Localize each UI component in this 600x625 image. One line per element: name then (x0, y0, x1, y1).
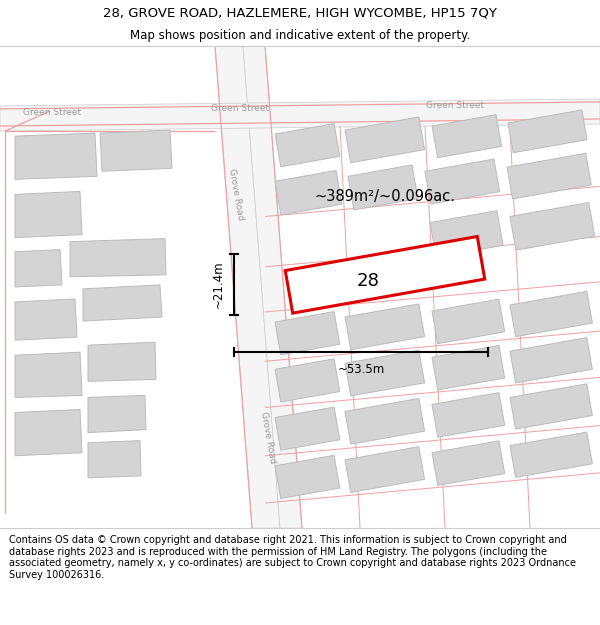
Polygon shape (88, 342, 156, 381)
Text: Grove Road: Grove Road (259, 411, 277, 464)
Polygon shape (510, 384, 592, 429)
Text: Contains OS data © Crown copyright and database right 2021. This information is : Contains OS data © Crown copyright and d… (9, 535, 576, 580)
Polygon shape (432, 115, 502, 158)
Polygon shape (70, 239, 166, 277)
Polygon shape (432, 441, 505, 486)
Polygon shape (345, 447, 425, 493)
Polygon shape (15, 409, 82, 456)
Text: Grove Road: Grove Road (227, 168, 245, 221)
Polygon shape (0, 99, 600, 131)
Text: Green Street: Green Street (211, 104, 269, 114)
Text: ~53.5m: ~53.5m (337, 362, 385, 376)
Polygon shape (348, 165, 418, 210)
Text: Green Street: Green Street (426, 101, 484, 111)
Polygon shape (275, 407, 340, 450)
Polygon shape (510, 432, 592, 478)
Polygon shape (275, 456, 340, 499)
Polygon shape (83, 285, 162, 321)
Polygon shape (510, 291, 592, 337)
Polygon shape (15, 191, 82, 238)
Polygon shape (275, 124, 340, 167)
Polygon shape (430, 211, 503, 258)
Polygon shape (345, 398, 425, 444)
Polygon shape (275, 359, 340, 402)
Polygon shape (510, 202, 595, 250)
Text: ~21.4m: ~21.4m (212, 261, 224, 308)
Text: Green Street: Green Street (23, 109, 81, 118)
Polygon shape (243, 46, 302, 528)
Polygon shape (15, 249, 62, 287)
Polygon shape (432, 299, 505, 344)
Polygon shape (432, 346, 505, 390)
Polygon shape (507, 153, 592, 199)
Polygon shape (285, 236, 485, 313)
Polygon shape (275, 171, 342, 215)
Polygon shape (88, 396, 146, 432)
Polygon shape (425, 159, 500, 204)
Polygon shape (345, 117, 425, 162)
Polygon shape (432, 392, 505, 437)
Text: 28, GROVE ROAD, HAZLEMERE, HIGH WYCOMBE, HP15 7QY: 28, GROVE ROAD, HAZLEMERE, HIGH WYCOMBE,… (103, 6, 497, 19)
Polygon shape (345, 304, 425, 350)
Polygon shape (15, 299, 77, 340)
Polygon shape (345, 350, 425, 396)
Polygon shape (215, 46, 280, 528)
Polygon shape (508, 110, 587, 152)
Polygon shape (275, 312, 340, 355)
Polygon shape (15, 133, 97, 179)
Text: Map shows position and indicative extent of the property.: Map shows position and indicative extent… (130, 29, 470, 42)
Polygon shape (510, 338, 592, 383)
Polygon shape (88, 441, 141, 478)
Text: 28: 28 (356, 272, 379, 290)
Text: ~389m²/~0.096ac.: ~389m²/~0.096ac. (314, 189, 455, 204)
Polygon shape (15, 352, 82, 398)
Polygon shape (100, 130, 172, 171)
